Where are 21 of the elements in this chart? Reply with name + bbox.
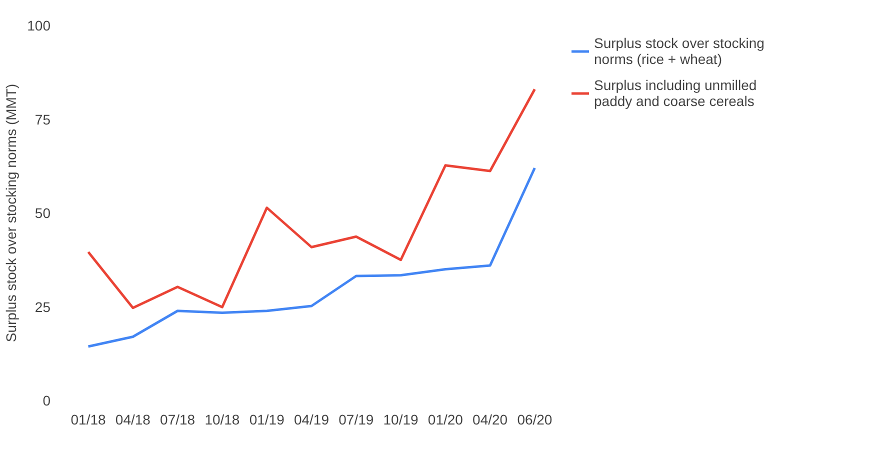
x-tick-label: 10/18 [204,412,240,428]
y-tick-label: 50 [34,205,51,221]
x-tick-label: 04/19 [294,412,330,428]
y-tick-label: 25 [34,298,51,315]
y-axis-title: Surplus stock over stocking norms (MMT) [3,84,20,342]
legend-label: Surplus including unmilled paddy and coarse cereals [594,77,757,109]
line-series [87,166,536,348]
x-tick-label: 10/19 [383,412,419,428]
x-tick-label: 01/18 [70,412,106,428]
line-series [87,88,536,310]
x-tick-label: 01/19 [249,412,285,428]
x-tick-label: 07/19 [338,412,374,428]
x-tick-label: 01/20 [428,412,464,428]
x-tick-label: 06/20 [517,412,552,428]
y-tick-label: 75 [34,111,51,128]
legend-label: Surplus stock over stocking norms (rice + wheat) [594,35,764,67]
y-tick-label: 0 [42,392,51,408]
y-tick-label: 100 [27,18,51,34]
x-tick-label: 07/18 [160,412,196,428]
x-tick-label: 04/20 [472,412,508,428]
x-tick-label: 04/18 [115,412,151,428]
